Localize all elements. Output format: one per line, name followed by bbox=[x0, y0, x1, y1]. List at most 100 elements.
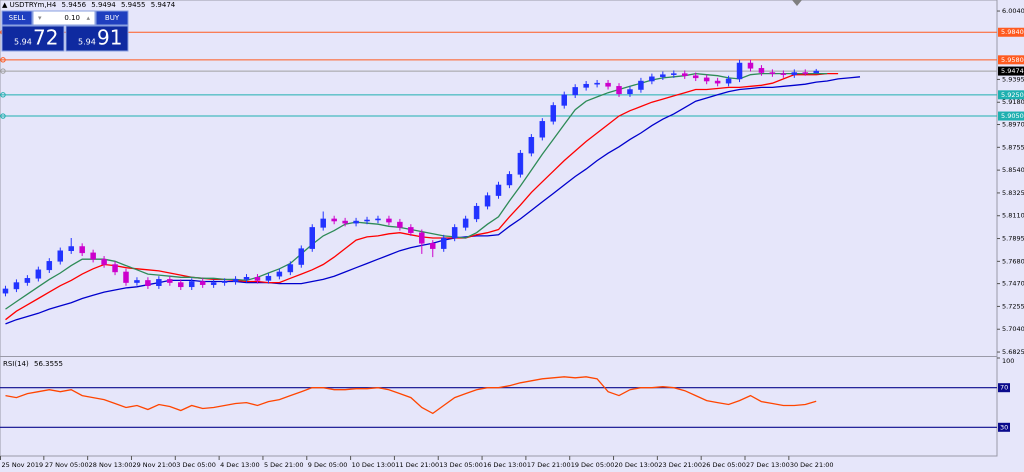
last-close: 5.9474 bbox=[151, 1, 176, 9]
candle-body bbox=[736, 62, 743, 80]
candle-body bbox=[451, 227, 458, 239]
y-tick-label: 5.8325 bbox=[1002, 189, 1024, 197]
candle-body bbox=[769, 72, 776, 74]
level-label: 5.9050 bbox=[1001, 112, 1024, 120]
candle-body bbox=[353, 220, 359, 224]
candle-body bbox=[462, 218, 469, 228]
lot-value[interactable]: 0.10 bbox=[64, 14, 80, 22]
candle-body bbox=[342, 220, 348, 224]
candle-body bbox=[386, 218, 392, 223]
candle-body bbox=[802, 72, 809, 74]
rsi-label: RSI(14) 56.3555 bbox=[3, 360, 63, 368]
x-tick-label: 26 Dec 05:00 bbox=[702, 461, 746, 469]
candle-body bbox=[517, 152, 524, 175]
x-tick-label: 9 Dec 05:00 bbox=[308, 461, 348, 469]
candle-body bbox=[199, 281, 206, 285]
level-handle bbox=[0, 113, 6, 119]
sell-price[interactable] bbox=[1, 25, 65, 52]
candle-body bbox=[758, 68, 765, 73]
lot-field[interactable] bbox=[32, 10, 96, 26]
y-tick-label: 5.8755 bbox=[1002, 143, 1024, 151]
x-tick-label: 20 Dec 13:00 bbox=[615, 461, 659, 469]
candle-body bbox=[484, 195, 491, 207]
symbol-info: ▲ USDTRYm,H4 5.9456 5.9494 5.9455 5.9474 bbox=[2, 1, 176, 9]
last-open: 5.9456 bbox=[62, 1, 87, 9]
candle-body bbox=[725, 78, 732, 84]
candle-body bbox=[13, 282, 20, 290]
candle-body bbox=[24, 278, 31, 283]
rsi-level-label: 30 bbox=[1000, 423, 1008, 431]
level-box bbox=[998, 66, 1024, 76]
candle-body bbox=[145, 280, 151, 286]
candle-body bbox=[714, 80, 721, 84]
last-low: 5.9455 bbox=[121, 1, 146, 9]
bid-prefix[interactable]: 5.94 bbox=[14, 38, 32, 47]
buy-button[interactable] bbox=[95, 10, 129, 26]
candle-body bbox=[627, 89, 633, 95]
rsi-last-value: 56.3555 bbox=[34, 360, 63, 368]
x-tick-label: 27 Dec 13:00 bbox=[746, 461, 790, 469]
level-box bbox=[998, 55, 1024, 65]
candle-body bbox=[57, 250, 64, 262]
candle-body bbox=[210, 282, 217, 285]
x-tick-label: 11 Dec 21:00 bbox=[395, 461, 439, 469]
bid-pips[interactable]: 72 bbox=[33, 26, 58, 50]
candle-body bbox=[254, 277, 261, 281]
candle-body bbox=[123, 271, 129, 283]
candle-body bbox=[440, 237, 447, 249]
x-tick-label: 3 Dec 05:00 bbox=[176, 461, 216, 469]
ask-pips[interactable]: 91 bbox=[97, 26, 122, 50]
candle-body bbox=[616, 86, 622, 95]
candle-body bbox=[419, 232, 425, 244]
candle-body bbox=[430, 243, 436, 249]
candle-body bbox=[35, 269, 42, 279]
x-tick-label: 17 Dec 21:00 bbox=[527, 461, 571, 469]
last-high: 5.9494 bbox=[91, 1, 116, 9]
candle-body bbox=[46, 261, 53, 271]
buy-price[interactable] bbox=[65, 25, 129, 52]
candle-body bbox=[90, 252, 96, 260]
candle-body bbox=[594, 82, 600, 85]
candle-body bbox=[660, 74, 666, 78]
buy-label[interactable]: BUY bbox=[105, 14, 120, 22]
rsi-title: RSI(14) bbox=[3, 360, 29, 368]
candle-body bbox=[79, 246, 85, 254]
candle-body bbox=[682, 73, 688, 76]
sell-label[interactable]: SELL bbox=[9, 14, 26, 22]
trade-panel: SELL ▾ ▴ 0.10 BUY 5.94 72 5.94 91 bbox=[1, 10, 129, 52]
level-label: 5.9250 bbox=[1001, 91, 1024, 99]
level-box bbox=[998, 111, 1024, 121]
lot-up[interactable]: ▴ bbox=[86, 14, 90, 22]
y-tick-label: 5.9395 bbox=[1002, 75, 1024, 83]
x-tick-label: 4 Dec 13:00 bbox=[220, 461, 260, 469]
y-tick-label: 5.7255 bbox=[1002, 302, 1024, 310]
title-icon: ▲ bbox=[2, 1, 10, 9]
y-tick-label: 5.8970 bbox=[1002, 121, 1024, 129]
y-tick-label: 6.0040 bbox=[1002, 7, 1024, 15]
candle-body bbox=[605, 82, 611, 87]
x-tick-label: 10 Dec 13:00 bbox=[352, 461, 396, 469]
candle-body bbox=[638, 80, 644, 90]
x-tick-label: 5 Dec 21:00 bbox=[264, 461, 304, 469]
lot-down[interactable]: ▾ bbox=[38, 14, 42, 22]
candle-body bbox=[364, 219, 370, 222]
candle-body bbox=[134, 280, 140, 283]
candle-body bbox=[561, 94, 567, 106]
ask-prefix[interactable]: 5.94 bbox=[78, 38, 96, 47]
candle-body bbox=[101, 258, 107, 265]
candle-body bbox=[331, 218, 337, 222]
candle-body bbox=[473, 205, 480, 220]
x-tick-label: 29 Nov 21:00 bbox=[132, 461, 176, 469]
sell-button[interactable] bbox=[1, 10, 33, 26]
rsi-level-label: 70 bbox=[1000, 384, 1008, 392]
x-tick-label: 13 Dec 05:00 bbox=[439, 461, 483, 469]
x-tick-label: 19 Dec 05:00 bbox=[571, 461, 615, 469]
level-handle bbox=[0, 92, 6, 98]
candle-body bbox=[506, 174, 513, 186]
candle-body bbox=[265, 275, 272, 281]
y-tick-label: 5.8110 bbox=[1002, 212, 1024, 220]
rsi-line bbox=[5, 376, 817, 415]
